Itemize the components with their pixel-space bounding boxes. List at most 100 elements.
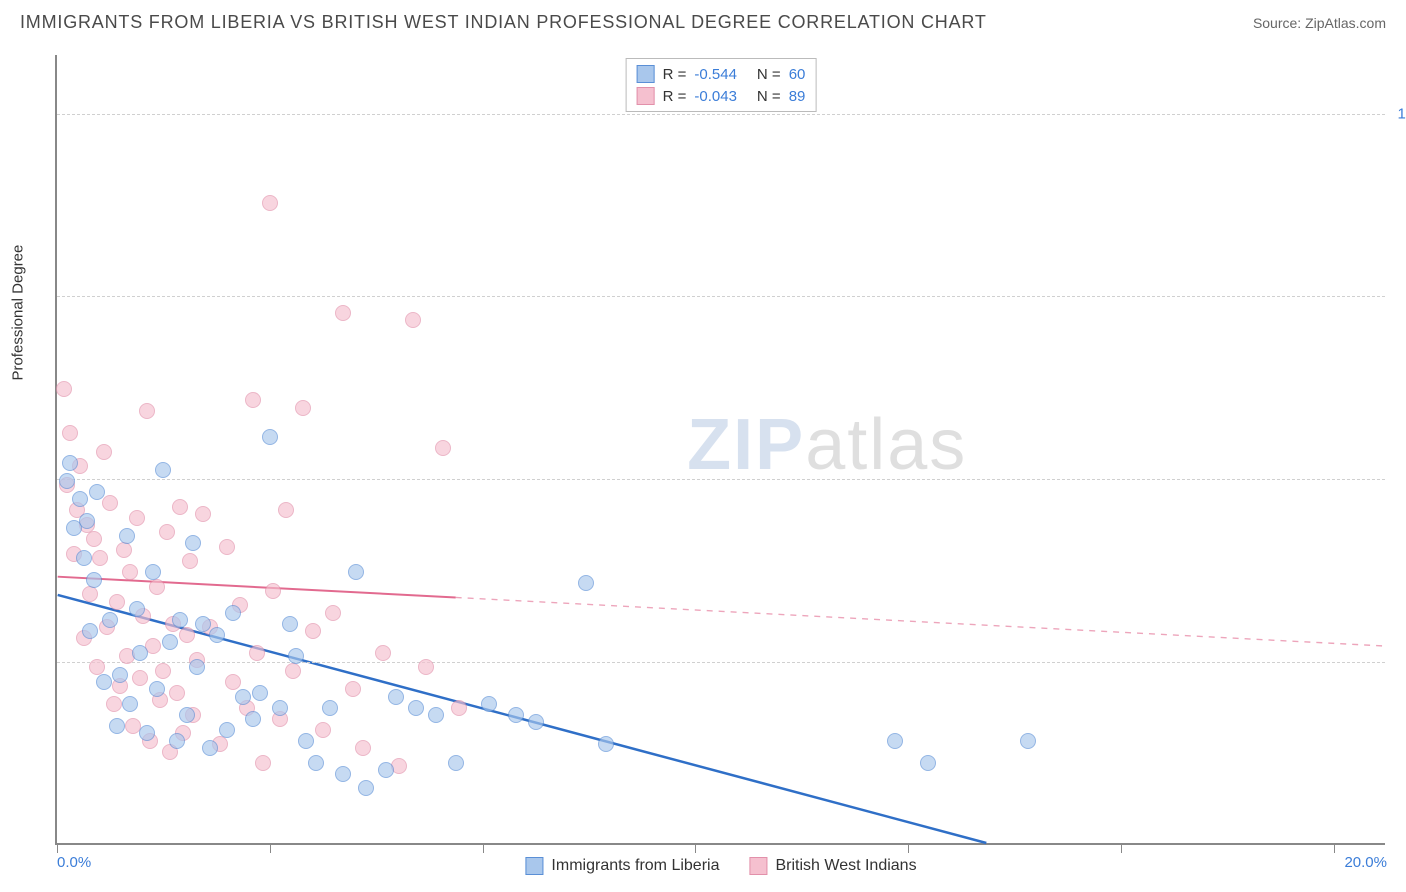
scatter-point-bwi <box>169 685 185 701</box>
scatter-point-bwi <box>278 502 294 518</box>
scatter-point-bwi <box>182 553 198 569</box>
swatch-liberia <box>637 65 655 83</box>
scatter-point-bwi <box>255 755 271 771</box>
scatter-point-liberia <box>112 667 128 683</box>
scatter-point-bwi <box>345 681 361 697</box>
r-value-liberia: -0.544 <box>694 66 737 83</box>
scatter-point-liberia <box>235 689 251 705</box>
scatter-point-liberia <box>155 462 171 478</box>
scatter-point-liberia <box>202 740 218 756</box>
scatter-point-liberia <box>528 714 544 730</box>
swatch-bwi <box>749 857 767 875</box>
scatter-point-bwi <box>155 663 171 679</box>
scatter-point-bwi <box>435 440 451 456</box>
scatter-point-liberia <box>86 572 102 588</box>
scatter-point-liberia <box>578 575 594 591</box>
chart-title: IMMIGRANTS FROM LIBERIA VS BRITISH WEST … <box>20 12 987 33</box>
scatter-point-liberia <box>358 780 374 796</box>
r-label: R = <box>663 66 687 83</box>
scatter-point-liberia <box>508 707 524 723</box>
scatter-point-liberia <box>920 755 936 771</box>
scatter-point-liberia <box>195 616 211 632</box>
scatter-point-bwi <box>315 722 331 738</box>
scatter-point-liberia <box>388 689 404 705</box>
legend-item-bwi: British West Indians <box>749 857 916 875</box>
scatter-point-liberia <box>225 605 241 621</box>
scatter-point-bwi <box>405 312 421 328</box>
scatter-point-liberia <box>428 707 444 723</box>
scatter-point-liberia <box>122 696 138 712</box>
scatter-point-liberia <box>89 484 105 500</box>
scatter-point-liberia <box>76 550 92 566</box>
watermark-zip: ZIP <box>687 405 805 485</box>
gridline <box>57 479 1385 480</box>
scatter-point-bwi <box>82 586 98 602</box>
scatter-point-liberia <box>262 429 278 445</box>
scatter-point-bwi <box>149 579 165 595</box>
xtick <box>1334 843 1335 853</box>
scatter-point-liberia <box>149 681 165 697</box>
scatter-point-liberia <box>335 766 351 782</box>
scatter-point-bwi <box>219 539 235 555</box>
scatter-point-liberia <box>209 627 225 643</box>
scatter-point-liberia <box>272 700 288 716</box>
scatter-point-liberia <box>172 612 188 628</box>
xtick <box>57 843 58 853</box>
scatter-point-liberia <box>82 623 98 639</box>
scatter-point-liberia <box>79 513 95 529</box>
scatter-point-liberia <box>219 722 235 738</box>
xtick <box>483 843 484 853</box>
scatter-point-liberia <box>109 718 125 734</box>
scatter-point-liberia <box>119 528 135 544</box>
xtick <box>1121 843 1122 853</box>
scatter-point-liberia <box>145 564 161 580</box>
scatter-point-liberia <box>179 707 195 723</box>
scatter-point-liberia <box>481 696 497 712</box>
n-value-bwi: 89 <box>789 88 806 105</box>
scatter-point-liberia <box>72 491 88 507</box>
scatter-point-bwi <box>285 663 301 679</box>
scatter-point-bwi <box>56 381 72 397</box>
swatch-liberia <box>525 857 543 875</box>
scatter-point-liberia <box>62 455 78 471</box>
scatter-point-liberia <box>298 733 314 749</box>
scatter-point-liberia <box>887 733 903 749</box>
xtick-label: 20.0% <box>1344 854 1387 871</box>
trendline-dashed-bwi <box>456 597 1385 646</box>
scatter-point-bwi <box>179 627 195 643</box>
n-label: N = <box>757 88 781 105</box>
y-axis-label: Professional Degree <box>10 245 27 381</box>
ytick-label: 5.0% <box>1390 471 1406 488</box>
scatter-point-bwi <box>355 740 371 756</box>
scatter-point-liberia <box>1020 733 1036 749</box>
stats-row-liberia: R = -0.544 N = 60 <box>637 63 806 85</box>
scatter-point-bwi <box>325 605 341 621</box>
scatter-point-liberia <box>132 645 148 661</box>
scatter-point-liberia <box>308 755 324 771</box>
scatter-point-liberia <box>245 711 261 727</box>
ytick-label: 10.0% <box>1390 105 1406 122</box>
scatter-point-liberia <box>59 473 75 489</box>
scatter-point-liberia <box>169 733 185 749</box>
scatter-point-bwi <box>129 510 145 526</box>
legend-label-liberia: Immigrants from Liberia <box>551 857 719 875</box>
watermark-atlas: atlas <box>805 405 967 485</box>
xtick-label: 0.0% <box>57 854 91 871</box>
scatter-point-bwi <box>159 524 175 540</box>
scatter-point-liberia <box>348 564 364 580</box>
bottom-legend: Immigrants from Liberia British West Ind… <box>525 857 916 875</box>
scatter-point-bwi <box>102 495 118 511</box>
scatter-point-liberia <box>139 725 155 741</box>
scatter-point-liberia <box>96 674 112 690</box>
scatter-point-bwi <box>295 400 311 416</box>
scatter-point-bwi <box>122 564 138 580</box>
scatter-point-bwi <box>62 425 78 441</box>
scatter-point-liberia <box>102 612 118 628</box>
scatter-point-bwi <box>106 696 122 712</box>
scatter-point-bwi <box>262 195 278 211</box>
scatter-point-bwi <box>195 506 211 522</box>
scatter-point-bwi <box>92 550 108 566</box>
scatter-point-bwi <box>335 305 351 321</box>
scatter-point-bwi <box>225 674 241 690</box>
scatter-point-liberia <box>162 634 178 650</box>
